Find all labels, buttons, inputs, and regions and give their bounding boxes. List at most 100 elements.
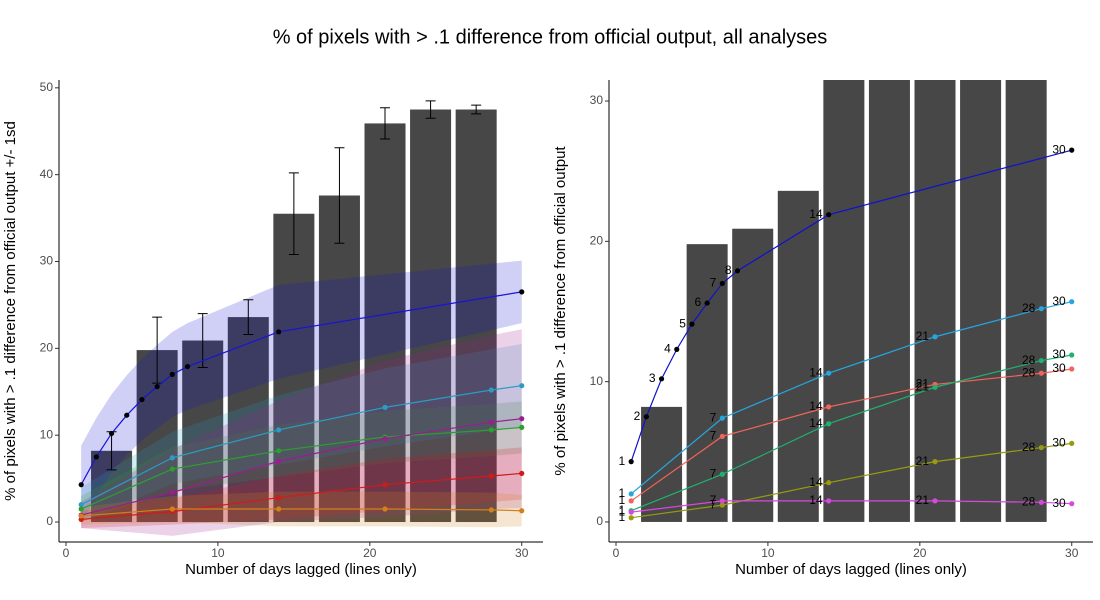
confidence-band — [81, 260, 522, 524]
series-point — [276, 495, 282, 501]
bar-label: CHLA — [699, 234, 715, 240]
error-bar — [425, 100, 436, 119]
point-label: 5 — [679, 316, 686, 330]
point-label: 14 — [809, 207, 823, 221]
series-point — [488, 419, 494, 425]
point-label: 1 — [618, 504, 625, 518]
series-point — [674, 346, 680, 352]
series-point — [1069, 147, 1075, 153]
x-tick-label: 30 — [515, 546, 529, 560]
series-point — [658, 376, 665, 382]
point-label: 1 — [618, 486, 625, 500]
point-label: 30 — [1052, 294, 1066, 308]
series-line — [81, 508, 522, 517]
series-point — [169, 371, 175, 377]
point-label: 7 — [710, 497, 717, 511]
series-point — [78, 482, 84, 488]
series-line — [81, 472, 522, 521]
series-point — [826, 498, 832, 504]
series-point — [1069, 299, 1075, 305]
series-point — [719, 498, 725, 504]
series-point — [488, 507, 494, 513]
point-label: 30 — [1052, 347, 1066, 361]
point-label: 1 — [618, 454, 625, 468]
series-point — [488, 473, 494, 479]
series-line — [80, 385, 522, 506]
bar — [273, 213, 315, 523]
series-point — [628, 498, 634, 504]
bar-label: ywind — [745, 218, 760, 224]
series-point — [628, 459, 634, 465]
bar — [823, 80, 865, 522]
series-point — [184, 363, 191, 370]
series-point — [78, 513, 84, 519]
series-point — [689, 321, 695, 327]
point-label: 21 — [916, 493, 930, 507]
point-label: 28 — [1022, 353, 1036, 367]
series-point — [1069, 440, 1075, 446]
x-tick-label: 30 — [1065, 546, 1079, 560]
bar — [732, 228, 774, 522]
series-point — [628, 509, 634, 515]
bar — [455, 109, 497, 523]
bar — [364, 123, 406, 523]
series-point — [719, 433, 725, 439]
series-point — [826, 212, 832, 218]
series-point — [488, 427, 494, 433]
point-label: 7 — [710, 410, 717, 424]
y-tick-label: 20 — [40, 341, 54, 355]
y-tick-label: 20 — [590, 234, 604, 248]
point-label: 30 — [1052, 142, 1066, 156]
figure-title: % of pixels with > .1 difference from of… — [273, 26, 828, 48]
series-point — [643, 414, 649, 420]
series-point — [1069, 366, 1075, 372]
series-point — [1069, 352, 1075, 358]
plot-area: EKECHLAywindSST1234567814301714212830171… — [618, 80, 1075, 524]
series-point — [108, 430, 115, 437]
series-point — [93, 454, 99, 460]
series-point — [719, 280, 725, 287]
series-line — [630, 354, 1072, 512]
point-label: 6 — [694, 295, 701, 309]
error-bar — [380, 107, 391, 140]
series-point — [704, 300, 710, 306]
point-label: 4 — [664, 342, 671, 356]
series-point — [932, 459, 938, 465]
bar — [410, 109, 452, 523]
point-label: 28 — [1022, 494, 1036, 508]
bar — [182, 340, 224, 523]
series-line — [80, 426, 522, 510]
point-label: 1 — [618, 510, 625, 524]
series-point — [628, 515, 634, 521]
series-point — [169, 455, 175, 461]
series-point — [276, 448, 282, 454]
confidence-band — [81, 329, 522, 536]
series-line — [630, 301, 1072, 495]
series-point — [519, 508, 525, 514]
point-label: 21 — [916, 454, 930, 468]
series-point — [276, 427, 282, 433]
x-tick-label: 10 — [761, 546, 775, 560]
y-tick-label: 30 — [40, 254, 54, 268]
series-point — [826, 421, 832, 427]
bar-label: SST — [792, 180, 804, 186]
series-point — [382, 482, 388, 488]
x-axis-title: Number of days lagged (lines only) — [735, 561, 967, 578]
point-label: 28 — [1022, 440, 1036, 454]
y-tick-label: 10 — [590, 374, 604, 388]
point-label: 7 — [710, 429, 717, 443]
bar — [318, 195, 360, 523]
x-axis-title: Number of days lagged (lines only) — [185, 561, 417, 578]
point-label: 1 — [618, 503, 625, 517]
bar — [777, 190, 819, 522]
error-bar — [152, 316, 163, 384]
series-point — [169, 466, 175, 472]
series-point — [826, 404, 832, 410]
series-point — [382, 506, 388, 512]
point-label: 14 — [809, 399, 823, 413]
series-point — [78, 502, 84, 508]
series-point — [1038, 357, 1044, 364]
series-point — [382, 404, 388, 410]
bar — [960, 80, 1002, 522]
